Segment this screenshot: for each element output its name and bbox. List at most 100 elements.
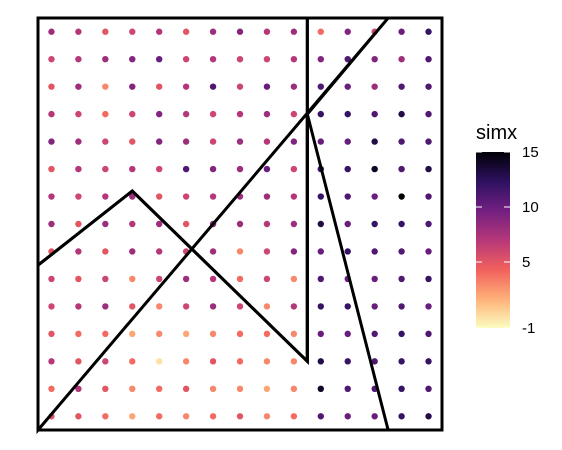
data-point bbox=[102, 165, 109, 173]
data-point bbox=[236, 385, 244, 392]
data-point bbox=[102, 275, 109, 283]
data-point bbox=[317, 358, 324, 365]
data-point bbox=[236, 83, 244, 90]
data-point bbox=[344, 385, 351, 392]
data-point bbox=[398, 138, 405, 145]
data-point bbox=[371, 413, 378, 420]
data-point bbox=[344, 220, 351, 228]
data-point bbox=[102, 248, 109, 255]
data-point bbox=[263, 413, 271, 420]
data-point bbox=[129, 358, 136, 365]
data-point bbox=[182, 385, 190, 392]
data-point bbox=[182, 275, 190, 283]
data-point bbox=[182, 56, 190, 63]
data-point bbox=[156, 165, 163, 173]
data-point bbox=[182, 303, 190, 310]
data-point bbox=[425, 193, 432, 200]
data-point bbox=[290, 193, 298, 200]
data-point bbox=[344, 413, 351, 420]
data-point bbox=[344, 138, 351, 145]
data-point bbox=[290, 330, 298, 338]
data-point bbox=[371, 138, 378, 145]
data-point bbox=[371, 110, 378, 118]
data-point bbox=[290, 165, 298, 173]
data-point bbox=[102, 385, 109, 392]
data-point bbox=[236, 358, 244, 365]
data-point bbox=[263, 56, 271, 63]
data-point bbox=[425, 165, 432, 173]
data-point bbox=[75, 28, 82, 35]
data-point bbox=[209, 385, 217, 392]
data-point bbox=[209, 413, 217, 420]
data-point bbox=[129, 138, 136, 145]
data-point bbox=[344, 56, 351, 63]
data-point bbox=[102, 358, 109, 365]
data-point bbox=[290, 56, 298, 63]
data-point bbox=[371, 220, 378, 228]
data-point bbox=[182, 165, 190, 173]
data-point bbox=[48, 83, 55, 90]
data-point bbox=[371, 303, 378, 310]
data-point bbox=[317, 413, 324, 420]
data-point bbox=[290, 385, 298, 392]
data-point bbox=[182, 193, 190, 200]
data-point bbox=[209, 83, 217, 90]
data-point bbox=[209, 330, 217, 338]
data-point bbox=[209, 303, 217, 310]
data-point bbox=[290, 413, 298, 420]
data-point bbox=[317, 248, 324, 255]
data-point bbox=[129, 193, 136, 200]
data-point bbox=[290, 83, 298, 90]
data-point bbox=[156, 193, 163, 200]
data-point bbox=[156, 138, 163, 145]
data-point bbox=[317, 220, 324, 228]
data-point bbox=[398, 83, 405, 90]
data-point bbox=[48, 138, 55, 145]
data-point bbox=[209, 248, 217, 255]
legend-tick-label: 5 bbox=[522, 254, 530, 271]
data-point bbox=[48, 358, 55, 365]
data-point bbox=[263, 110, 271, 118]
data-point bbox=[290, 275, 298, 283]
data-point bbox=[263, 28, 271, 35]
data-point bbox=[102, 28, 109, 35]
data-point bbox=[425, 413, 432, 420]
data-point bbox=[236, 56, 244, 63]
data-point bbox=[156, 330, 163, 338]
data-point bbox=[102, 193, 109, 200]
data-point bbox=[129, 275, 136, 283]
data-point bbox=[75, 248, 82, 255]
data-point bbox=[425, 138, 432, 145]
data-point bbox=[317, 330, 324, 338]
data-point bbox=[102, 83, 109, 90]
data-point bbox=[398, 110, 405, 118]
panel-border bbox=[36, 16, 444, 432]
data-point bbox=[156, 83, 163, 90]
data-point bbox=[236, 330, 244, 338]
data-point bbox=[425, 220, 432, 228]
data-point bbox=[48, 220, 55, 228]
data-point bbox=[317, 275, 324, 283]
data-point bbox=[48, 330, 55, 338]
data-point bbox=[182, 110, 190, 118]
data-point bbox=[263, 83, 271, 90]
data-point bbox=[398, 248, 405, 255]
data-point bbox=[129, 83, 136, 90]
data-point bbox=[398, 358, 405, 365]
data-point bbox=[425, 248, 432, 255]
data-point bbox=[156, 56, 163, 63]
data-point bbox=[102, 220, 109, 228]
data-point bbox=[75, 56, 82, 63]
data-point bbox=[398, 385, 405, 392]
data-point bbox=[129, 28, 136, 35]
data-point bbox=[236, 220, 244, 228]
points-layer bbox=[48, 28, 432, 420]
data-point bbox=[398, 275, 405, 283]
data-point bbox=[371, 56, 378, 63]
data-point bbox=[102, 413, 109, 420]
data-point bbox=[425, 56, 432, 63]
data-point bbox=[209, 56, 217, 63]
data-point bbox=[129, 248, 136, 255]
data-point bbox=[425, 275, 432, 283]
data-point bbox=[290, 110, 298, 118]
